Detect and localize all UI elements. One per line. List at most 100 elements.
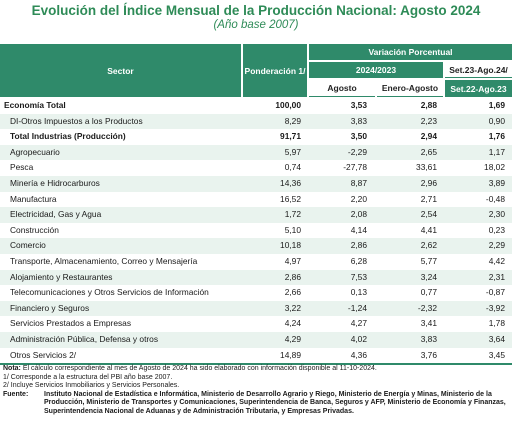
enero-agosto-value: 2,71 <box>420 193 437 204</box>
table-row: Financiero y Seguros 3,22 -1,24 -2,32 -3,92 <box>0 300 512 317</box>
agosto-value: 2,08 <box>350 209 367 220</box>
ponderacion-value: 4,24 <box>284 318 301 329</box>
enero-agosto-value: -2,32 <box>417 302 437 313</box>
enero-agosto-value: 2,65 <box>420 146 437 157</box>
set-ago-value: 3,89 <box>488 177 505 188</box>
agosto-value: 7,53 <box>350 271 367 282</box>
sector-name: Alojamiento y Restaurantes <box>10 271 113 282</box>
table-bottom-rule <box>0 363 512 365</box>
ponderacion-value: 2,66 <box>284 287 301 298</box>
set-ago-value: 0,90 <box>488 115 505 126</box>
set-ago-value: 1,76 <box>488 131 505 142</box>
agosto-value: 8,87 <box>350 177 367 188</box>
header-set-bottom: Set.22-Ago.23 <box>445 80 512 97</box>
set-ago-value: 1,78 <box>488 318 505 329</box>
enero-agosto-value: 2,88 <box>420 100 437 110</box>
agosto-value: 6,28 <box>350 255 367 266</box>
ponderacion-value: 1,72 <box>284 209 301 220</box>
agosto-value: -27,78 <box>343 162 367 173</box>
table-row: Manufactura 16,52 2,20 2,71 -0,48 <box>0 192 512 208</box>
set-ago-value: 2,30 <box>488 209 505 220</box>
set-ago-value: -0,87 <box>485 287 505 298</box>
table-row: Pesca 0,74 -27,78 33,61 18,02 <box>0 160 512 176</box>
agosto-value: 3,50 <box>350 131 367 142</box>
ponderacion-value: 5,10 <box>284 224 301 235</box>
sector-name: DI-Otros Impuestos a los Productos <box>10 115 143 126</box>
fuente-text: Instituto Nacional de Estadística e Info… <box>44 390 506 415</box>
enero-agosto-value: 2,94 <box>420 131 437 142</box>
table-row: Electricidad, Gas y Agua 1,72 2,08 2,54 2,30 <box>0 207 512 223</box>
note-1: 1/ Corresponde a la estructura del PBI a… <box>3 373 173 381</box>
ponderacion-value: 91,71 <box>280 131 301 142</box>
header-ponderacion: Ponderación 1/ <box>243 44 307 97</box>
sector-name: Telecomunicaciones y Otros Servicios de … <box>10 287 209 298</box>
enero-agosto-value: 2,23 <box>420 115 437 126</box>
agosto-value: 2,86 <box>350 240 367 251</box>
sector-name: Pesca <box>10 162 34 173</box>
agosto-value: 3,83 <box>350 115 367 126</box>
nota-line: Nota: El cálculo correspondiente al mes … <box>3 365 509 374</box>
table-row: Construcción 5,10 4,14 4,41 0,23 <box>0 223 512 239</box>
agosto-value: 4,14 <box>350 224 367 235</box>
table-body: Economía Total 100,00 3,53 2,88 1,69 DI-Otros… <box>0 98 512 363</box>
agosto-value: -1,24 <box>347 302 367 313</box>
ponderacion-value: 14,36 <box>280 177 301 188</box>
header-variacion: Variación Porcentual <box>309 44 512 60</box>
enero-agosto-value: 33,61 <box>416 162 437 173</box>
enero-agosto-value: 2,62 <box>420 240 437 251</box>
enero-agosto-value: 3,41 <box>420 318 437 329</box>
header-agosto: Agosto <box>309 80 375 97</box>
ponderacion-value: 10,18 <box>280 240 301 251</box>
ponderacion-value: 2,86 <box>284 271 301 282</box>
agosto-value: 0,13 <box>350 287 367 298</box>
sector-name: Minería e Hidrocarburos <box>10 177 100 188</box>
table-row: Total Industrias (Producción) 91,71 3,50 2,… <box>0 129 512 145</box>
ponderacion-value: 14,89 <box>280 349 301 360</box>
enero-agosto-value: 3,83 <box>420 333 437 344</box>
sector-name: Comercio <box>10 240 46 251</box>
header-set-top: Set.23-Ago.24/ <box>445 62 512 78</box>
note-2: 2/ Incluye Servicios Inmobiliarios y Ser… <box>3 382 180 390</box>
header-sector: Sector <box>0 44 241 97</box>
set-ago-value: -3,92 <box>485 302 505 313</box>
table-row: DI-Otros Impuestos a los Productos 8,29 3,… <box>0 113 512 130</box>
page-subtitle: (Año base 2007) <box>213 19 299 31</box>
agosto-value: 4,36 <box>350 349 367 360</box>
sector-name: Electricidad, Gas y Agua <box>10 209 102 220</box>
ponderacion-value: 5,97 <box>284 146 301 157</box>
sector-name: Transporte, Almacenamiento, Correo y Men… <box>10 255 198 266</box>
set-ago-value: 0,23 <box>488 224 505 235</box>
set-ago-value: 2,31 <box>488 271 505 282</box>
sector-name: Economía Total <box>4 100 66 110</box>
ponderacion-value: 3,22 <box>284 302 301 313</box>
footnotes: Nota: El cálculo correspondiente al mes … <box>3 365 509 417</box>
nota-label: Nota: <box>3 365 21 372</box>
agosto-value: 4,02 <box>350 333 367 344</box>
set-ago-value: 2,29 <box>488 240 505 251</box>
table-row: Transporte, Almacenamiento, Correo y Men… <box>0 254 512 270</box>
sector-name: Financiero y Seguros <box>10 302 90 313</box>
ponderacion-value: 16,52 <box>280 193 301 204</box>
enero-agosto-value: 0,77 <box>420 287 437 298</box>
enero-agosto-value: 4,41 <box>420 224 437 235</box>
table-row: Telecomunicaciones y Otros Servicios de … <box>0 285 512 301</box>
sector-name: Administración Pública, Defensa y otros <box>10 333 159 344</box>
fuente-label: Fuente: <box>3 390 29 398</box>
table-row: Comercio 10,18 2,86 2,62 2,29 <box>0 238 512 254</box>
set-ago-value: 4,42 <box>488 255 505 266</box>
sector-name: Total Industrias (Producción) <box>10 131 126 142</box>
agosto-value: 4,27 <box>350 318 367 329</box>
ponderacion-value: 0,74 <box>284 162 301 173</box>
enero-agosto-value: 2,54 <box>420 209 437 220</box>
set-ago-value: 3,64 <box>488 333 505 344</box>
page-title: Evolución del Índice Mensual de la Produ… <box>31 3 481 18</box>
sector-name: Servicios Prestados a Empresas <box>10 318 132 329</box>
set-ago-value: -0,48 <box>485 193 505 204</box>
agosto-value: 3,53 <box>350 100 367 110</box>
set-ago-value: 3,45 <box>488 349 505 360</box>
table-row: Otros Servicios 2/14,89 4,36 3,76 3,45 <box>0 348 512 364</box>
agosto-value: 2,20 <box>350 193 367 204</box>
sector-name: Agropecuario <box>10 146 60 157</box>
header-enero-agosto: Enero-Agosto <box>377 80 443 97</box>
table-row: Alojamiento y Restaurantes 2,86 7,53 3,24 2,… <box>0 269 512 286</box>
